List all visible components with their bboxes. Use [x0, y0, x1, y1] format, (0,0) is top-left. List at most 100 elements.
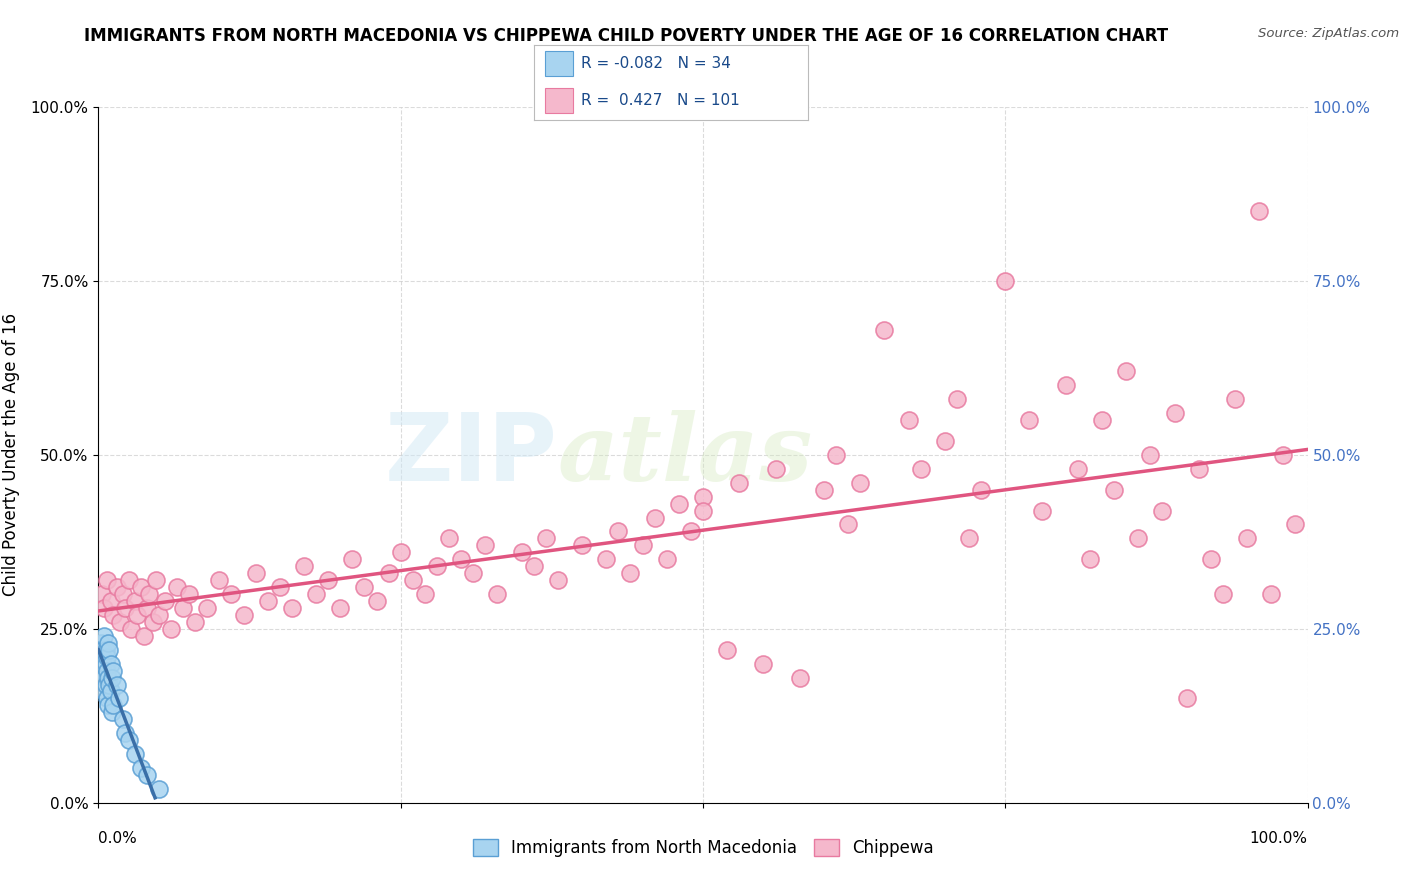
- Point: [934, 434, 956, 448]
- Point: [91, 587, 114, 601]
- Point: [595, 552, 617, 566]
- Point: [342, 552, 364, 566]
- Text: atlas: atlas: [558, 410, 813, 500]
- Point: [837, 517, 859, 532]
- Point: [148, 607, 170, 622]
- Legend: Immigrants from North Macedonia, Chippewa: Immigrants from North Macedonia, Chippew…: [465, 832, 941, 864]
- Point: [100, 594, 122, 608]
- Point: [389, 545, 412, 559]
- Point: [1018, 413, 1040, 427]
- Point: [910, 462, 932, 476]
- Point: [179, 587, 201, 601]
- Y-axis label: Child Poverty Under the Age of 16: Child Poverty Under the Age of 16: [1, 313, 20, 597]
- Point: [142, 615, 165, 629]
- Point: [292, 559, 315, 574]
- Text: R = -0.082   N = 34: R = -0.082 N = 34: [581, 56, 731, 71]
- Point: [93, 684, 115, 698]
- Point: [91, 657, 114, 671]
- Point: [353, 580, 375, 594]
- Point: [825, 448, 848, 462]
- Point: [1284, 517, 1306, 532]
- Point: [134, 629, 156, 643]
- Point: [1272, 448, 1295, 462]
- Point: [232, 607, 254, 622]
- Point: [100, 657, 122, 671]
- Point: [789, 671, 811, 685]
- Point: [1199, 552, 1222, 566]
- Point: [111, 712, 134, 726]
- Point: [1067, 462, 1090, 476]
- Point: [97, 636, 120, 650]
- Point: [94, 677, 117, 691]
- Bar: [546, 87, 572, 112]
- Point: [1249, 204, 1271, 219]
- Point: [114, 726, 136, 740]
- Point: [93, 671, 115, 685]
- Point: [765, 462, 787, 476]
- Point: [655, 552, 678, 566]
- Point: [1031, 503, 1053, 517]
- Point: [108, 691, 131, 706]
- Point: [534, 532, 557, 546]
- Point: [1212, 587, 1234, 601]
- Point: [1163, 406, 1185, 420]
- Point: [994, 274, 1017, 288]
- Point: [437, 532, 460, 546]
- Point: [692, 490, 714, 504]
- Point: [679, 524, 702, 539]
- Text: ZIP: ZIP: [385, 409, 558, 501]
- Point: [752, 657, 775, 671]
- Point: [129, 761, 152, 775]
- Point: [413, 587, 436, 601]
- Text: 100.0%: 100.0%: [1250, 830, 1308, 846]
- Point: [450, 552, 472, 566]
- Point: [96, 691, 118, 706]
- Point: [208, 573, 231, 587]
- Point: [118, 573, 141, 587]
- Point: [172, 601, 194, 615]
- Point: [1188, 462, 1211, 476]
- Point: [716, 642, 738, 657]
- Point: [97, 671, 120, 685]
- Point: [1260, 587, 1282, 601]
- Point: [256, 594, 278, 608]
- Point: [523, 559, 546, 574]
- Point: [644, 510, 666, 524]
- Point: [166, 580, 188, 594]
- Point: [135, 768, 157, 782]
- Bar: [546, 52, 572, 77]
- Point: [668, 497, 690, 511]
- Point: [101, 664, 124, 678]
- Point: [1223, 392, 1246, 407]
- Point: [269, 580, 291, 594]
- Point: [94, 657, 117, 671]
- Text: R =  0.427   N = 101: R = 0.427 N = 101: [581, 93, 740, 108]
- Point: [1078, 552, 1101, 566]
- Point: [124, 594, 146, 608]
- Point: [571, 538, 593, 552]
- Point: [105, 580, 128, 594]
- Point: [93, 629, 115, 643]
- Point: [366, 594, 388, 608]
- Point: [1128, 532, 1150, 546]
- Point: [96, 649, 118, 664]
- Point: [97, 698, 120, 713]
- Point: [93, 601, 115, 615]
- Point: [305, 587, 328, 601]
- Point: [127, 607, 149, 622]
- Point: [316, 573, 339, 587]
- Point: [692, 503, 714, 517]
- Point: [1091, 413, 1114, 427]
- Point: [281, 601, 304, 615]
- Point: [160, 622, 183, 636]
- Point: [184, 615, 207, 629]
- Point: [873, 323, 896, 337]
- Point: [1102, 483, 1125, 497]
- Point: [474, 538, 496, 552]
- Point: [135, 601, 157, 615]
- Point: [607, 524, 630, 539]
- Point: [402, 573, 425, 587]
- Point: [124, 747, 146, 761]
- Point: [1139, 448, 1161, 462]
- Point: [108, 615, 131, 629]
